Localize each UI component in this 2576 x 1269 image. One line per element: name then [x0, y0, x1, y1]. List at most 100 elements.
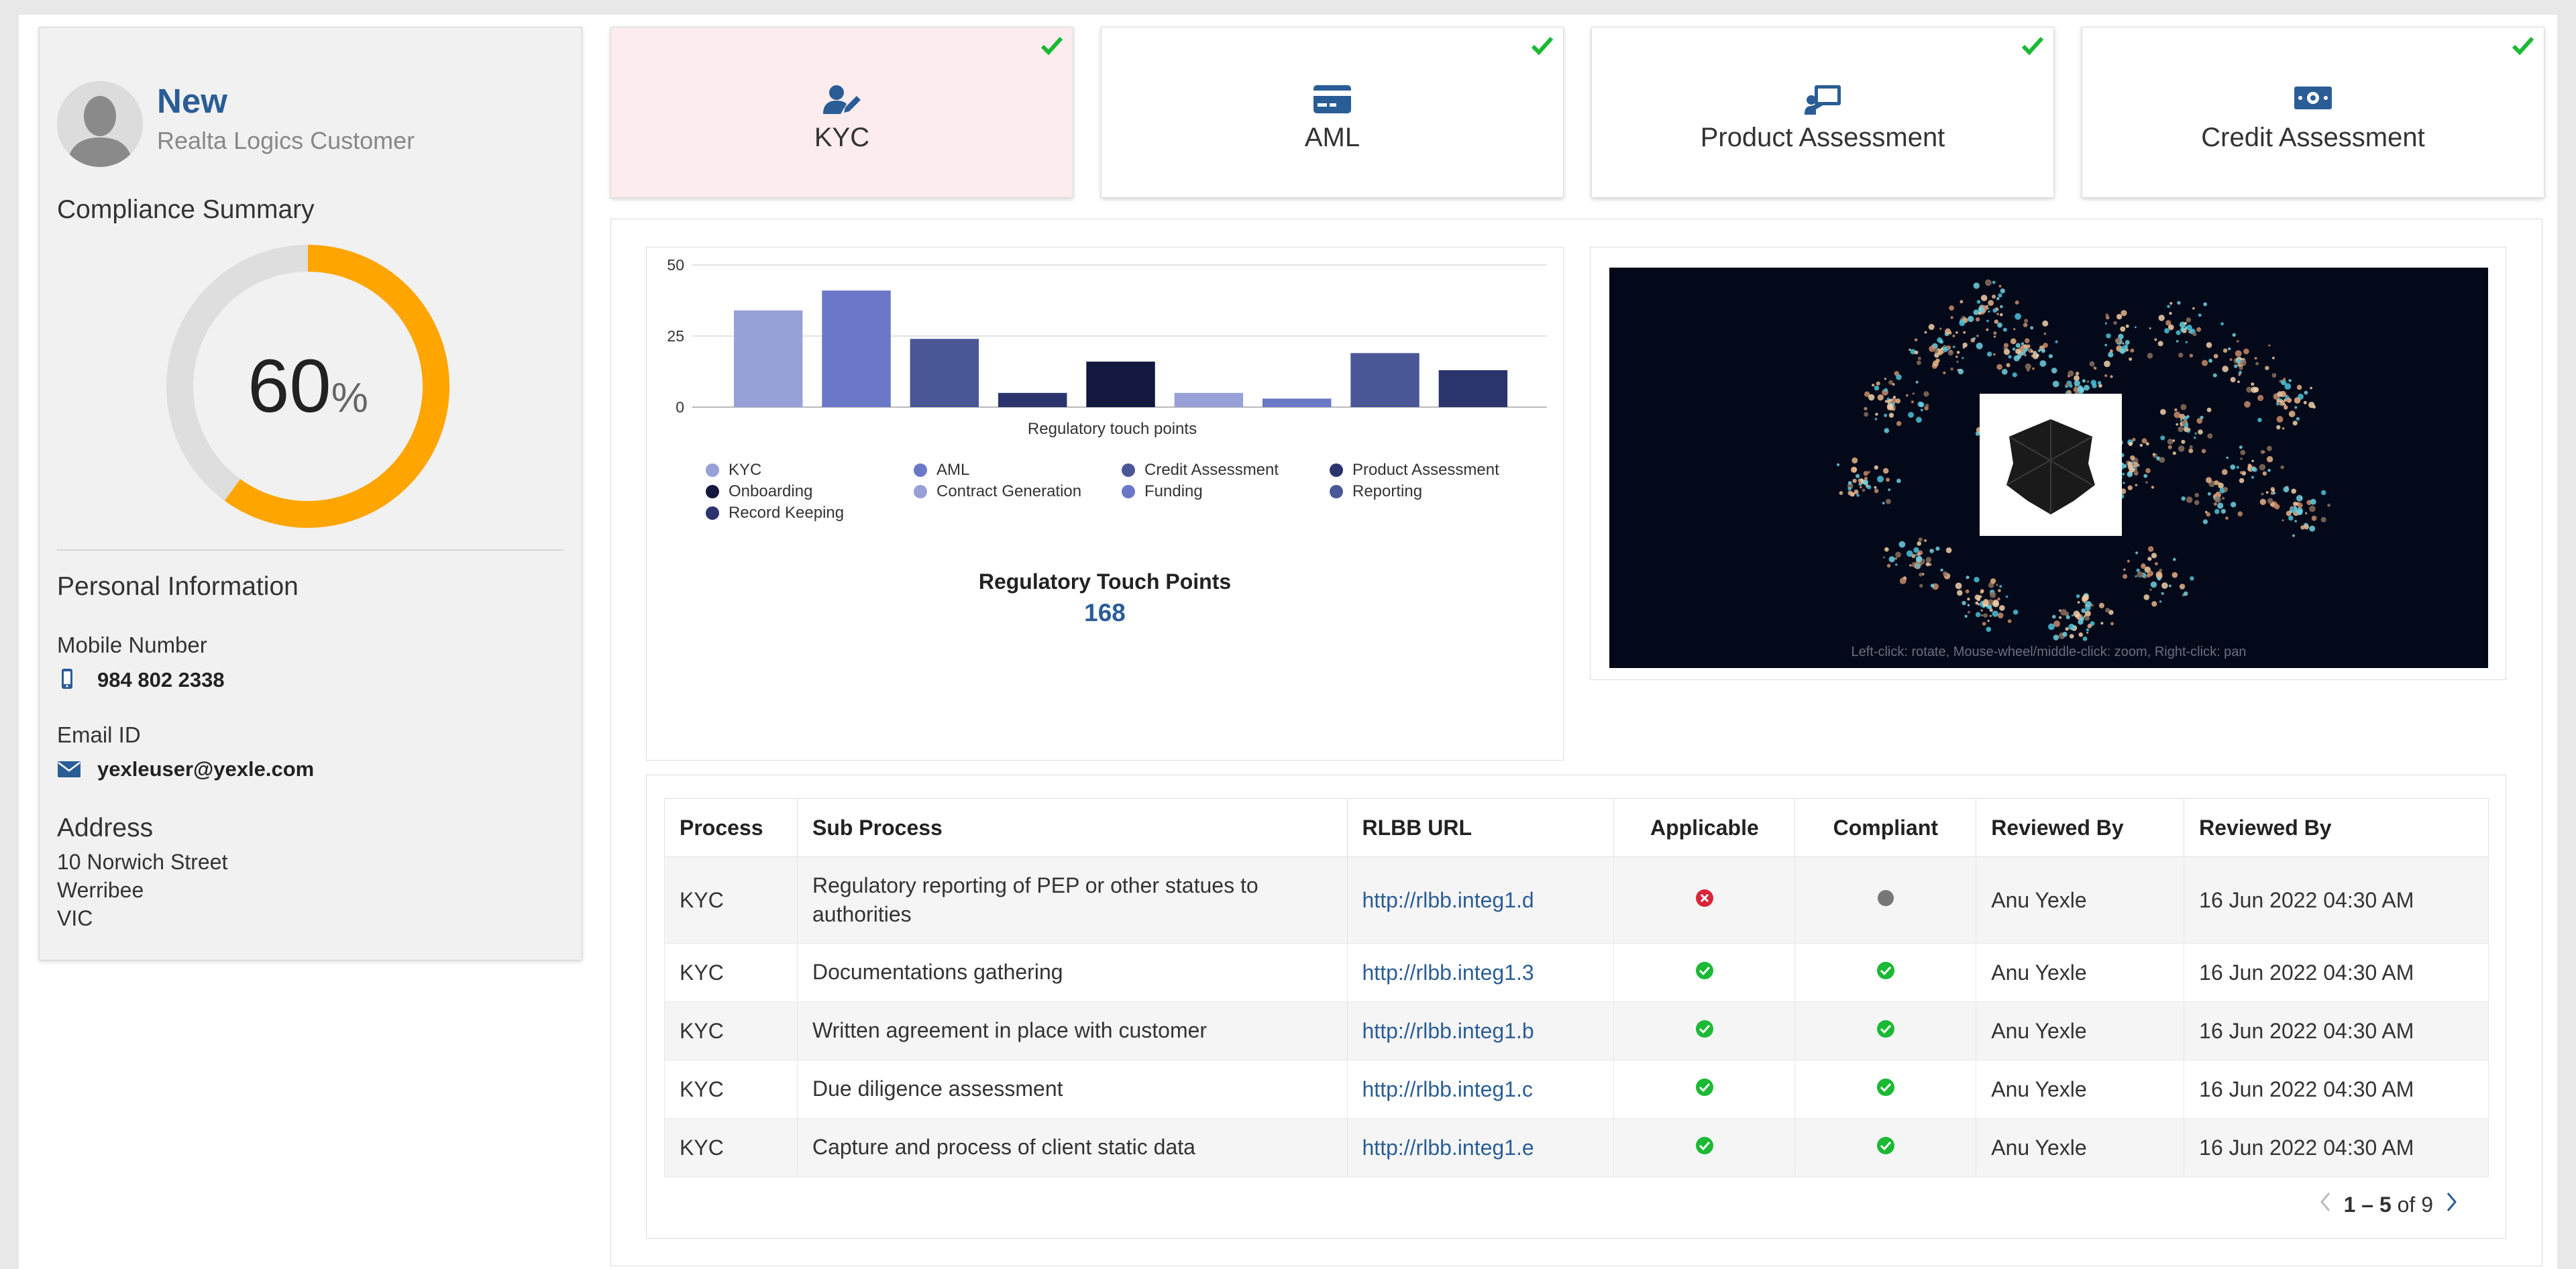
credit-card-icon [1313, 85, 1352, 117]
graph-node [1986, 328, 1989, 331]
cell-applicable [1613, 1118, 1796, 1177]
graph-node [2066, 382, 2070, 387]
table-row[interactable]: KYC Regulatory reporting of PEP or other … [664, 857, 2489, 944]
graph-node [2259, 463, 2266, 471]
graph-node [2157, 577, 2161, 581]
graph-node [2240, 449, 2246, 455]
tile-kyc[interactable]: KYC [610, 27, 1073, 198]
graph-node [2285, 394, 2288, 396]
legend-item[interactable]: AML [914, 461, 1122, 480]
bar-product-assessment[interactable] [998, 392, 1067, 407]
graph-node [2043, 343, 2048, 348]
legend-item[interactable]: Credit Assessment [1122, 461, 1330, 480]
graph-node [1867, 470, 1870, 474]
email-value[interactable]: yexleuser@yexle.com [97, 757, 315, 781]
graph-node [2027, 348, 2032, 352]
graph-node [2220, 508, 2226, 514]
next-page-icon[interactable] [2445, 1191, 2459, 1218]
graph-node [1860, 478, 1864, 482]
legend-label: Onboarding [729, 482, 813, 500]
graph-node [2214, 508, 2220, 514]
graph-node [1917, 541, 1921, 546]
graph-node [2217, 502, 2224, 509]
graph-node [2151, 553, 2157, 559]
rlbb-url-link[interactable]: http://rlbb.integ1.c [1362, 1077, 1533, 1101]
graph-node [2202, 519, 2208, 525]
graph-node [1976, 342, 1983, 349]
graph-node [1996, 584, 1998, 586]
bar-onboarding[interactable] [1086, 362, 1155, 407]
bar-reporting[interactable] [1350, 353, 1419, 407]
rlbb-url-link[interactable]: http://rlbb.integ1.b [1362, 1018, 1534, 1043]
bar-aml[interactable] [822, 290, 891, 407]
network-graph-canvas[interactable]: Left-click: rotate, Mouse-wheel/middle-c… [1609, 268, 2488, 668]
graph-node [1919, 402, 1925, 408]
tile-aml[interactable]: AML [1101, 27, 1564, 198]
graph-node [2274, 504, 2280, 510]
graph-node [1884, 413, 1888, 417]
tile-product-assessment[interactable]: Product Assessment [1591, 27, 2054, 198]
graph-node [2284, 405, 2288, 410]
legend-item[interactable]: Contract Generation [914, 482, 1122, 501]
legend-swatch [1330, 485, 1343, 498]
graph-node [1905, 394, 1909, 397]
legend-item[interactable]: Reporting [1330, 482, 1538, 501]
graph-node [1952, 345, 1955, 348]
table-row[interactable]: KYC Capture and process of client static … [664, 1118, 2489, 1177]
graph-node [2071, 614, 2074, 617]
graph-node [1914, 350, 1919, 355]
graph-node [1937, 350, 1943, 355]
graph-node [2192, 307, 2195, 310]
graph-node [1962, 357, 1964, 360]
rlbb-url-link[interactable]: http://rlbb.integ1.e [1362, 1135, 1534, 1160]
bar-credit-assessment[interactable] [910, 339, 979, 407]
header-applicable[interactable]: Applicable [1613, 798, 1796, 857]
header-process[interactable]: Process [664, 798, 798, 857]
header-compliant[interactable]: Compliant [1794, 798, 1977, 857]
graph-node [2052, 614, 2056, 619]
prev-page-icon[interactable] [2318, 1191, 2332, 1218]
graph-node [2123, 464, 2127, 468]
bar-contract-generation[interactable] [1174, 392, 1244, 407]
rlbb-url-link[interactable]: http://rlbb.integ1.d [1362, 887, 1534, 912]
bar-kyc[interactable] [734, 310, 803, 407]
table-row[interactable]: KYC Due diligence assessment http://rlbb.i… [664, 1060, 2489, 1119]
graph-node [2084, 615, 2086, 618]
graph-node [2215, 491, 2221, 497]
table-row[interactable]: KYC Documentations gathering http://rlbb.i… [664, 943, 2489, 1002]
legend-item[interactable]: Record Keeping [706, 504, 914, 522]
header-reviewed-by[interactable]: Reviewed By [1976, 798, 2185, 857]
graph-node [2263, 451, 2265, 453]
graph-node [2181, 496, 2186, 501]
bar-record-keeping[interactable] [1438, 370, 1508, 407]
graph-node [2135, 575, 2137, 577]
graph-node [2178, 352, 2184, 358]
graph-node [2082, 379, 2086, 383]
graph-node [2277, 402, 2281, 405]
graph-node [2159, 568, 2163, 572]
graph-node [1917, 356, 1921, 360]
table-row[interactable]: KYC Written agreement in place with custo… [664, 1001, 2489, 1060]
legend-item[interactable]: Funding [1122, 482, 1330, 501]
check-circle-icon [1695, 1077, 1714, 1101]
header-reviewed-on[interactable]: Reviewed By [2184, 798, 2489, 857]
graph-node [1884, 400, 1888, 403]
graph-node [1917, 360, 1921, 366]
graph-node [2123, 573, 2128, 580]
graph-node [2017, 354, 2022, 360]
header-sub-process[interactable]: Sub Process [796, 798, 1348, 857]
graph-node [2203, 302, 2208, 307]
graph-node [2031, 354, 2034, 357]
rlbb-url-link[interactable]: http://rlbb.integ1.3 [1362, 960, 1534, 985]
bar-funding[interactable] [1263, 398, 1332, 407]
graph-node [1988, 300, 1994, 306]
graph-node [2251, 459, 2254, 463]
tile-credit-assessment[interactable]: Credit Assessment [2082, 27, 2544, 198]
legend-item[interactable]: Onboarding [706, 482, 914, 501]
header-rlbb-url[interactable]: RLBB URL [1346, 798, 1615, 857]
legend-item[interactable]: KYC [706, 461, 914, 480]
graph-node [1908, 412, 1914, 418]
graph-node [1892, 383, 1895, 386]
legend-item[interactable]: Product Assessment [1330, 461, 1538, 480]
check-circle-icon [1695, 1019, 1714, 1043]
